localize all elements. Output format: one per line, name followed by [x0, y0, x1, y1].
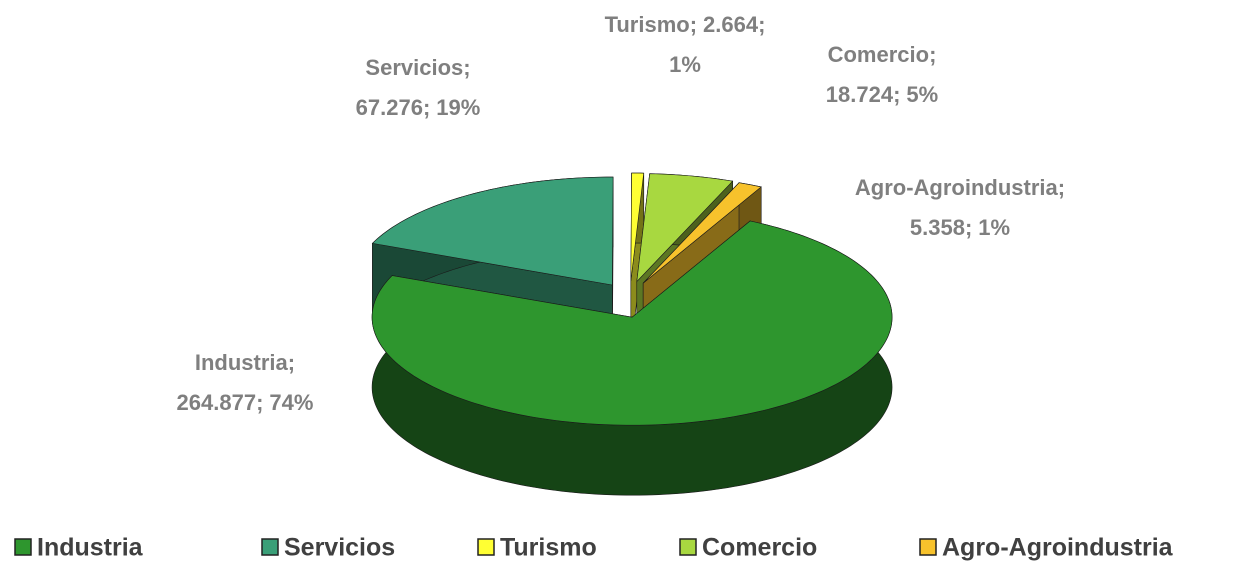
data-label-part: 5%: [906, 82, 938, 107]
slice: [371, 176, 614, 286]
legend-label: Industria: [37, 534, 144, 562]
data-label-part: 18.724: [826, 82, 894, 107]
slice: [371, 220, 893, 426]
data-label-part: 1%: [669, 52, 701, 77]
label-separator: ;: [893, 82, 900, 107]
legend-label: Turismo: [500, 534, 597, 562]
data-label-part: 5.358: [910, 215, 965, 240]
data-label: Comercio; 18.724; 5%: [826, 42, 938, 107]
label-separator: ;: [256, 390, 263, 415]
slice: [636, 173, 734, 283]
data-label-part: Agro-Agroindustria: [855, 175, 1059, 200]
label-separator: ;: [288, 350, 295, 375]
data-label-part: 67.276: [356, 95, 423, 120]
legend-label: Agro-Agroindustria: [942, 534, 1174, 562]
data-label-part: Turismo: [605, 12, 690, 37]
label-separator: ;: [1058, 175, 1065, 200]
data-label-part: Servicios: [365, 55, 463, 80]
data-label-part: 74%: [269, 390, 313, 415]
label-separator: ;: [965, 215, 972, 240]
legend-label: Servicios: [284, 534, 395, 562]
data-label: Industria; 264.877; 74%: [177, 350, 314, 415]
label-separator: ;: [758, 12, 765, 37]
legend-label: Comercio: [702, 534, 817, 562]
legend-swatch: [14, 538, 32, 556]
legend-swatch: [477, 538, 495, 556]
data-label-part: Industria: [195, 350, 289, 375]
data-label-part: 264.877: [177, 390, 257, 415]
label-separator: ;: [690, 12, 697, 37]
legend-swatch: [261, 538, 279, 556]
data-label-part: 2.664: [703, 12, 759, 37]
data-label-part: 1%: [978, 215, 1010, 240]
label-separator: ;: [929, 42, 936, 67]
data-label-part: Comercio: [828, 42, 929, 67]
data-label: Agro-Agroindustria; 5.358; 1%: [855, 175, 1065, 240]
label-separator: ;: [463, 55, 470, 80]
data-label: Servicios; 67.276; 19%: [356, 55, 481, 120]
slice: [630, 172, 645, 282]
data-label: Turismo; 2.664; 1%: [605, 12, 766, 77]
legend-swatch: [919, 538, 937, 556]
data-label-part: 19%: [436, 95, 480, 120]
label-separator: ;: [423, 95, 430, 120]
legend-swatch: [679, 538, 697, 556]
slice: [642, 182, 762, 284]
